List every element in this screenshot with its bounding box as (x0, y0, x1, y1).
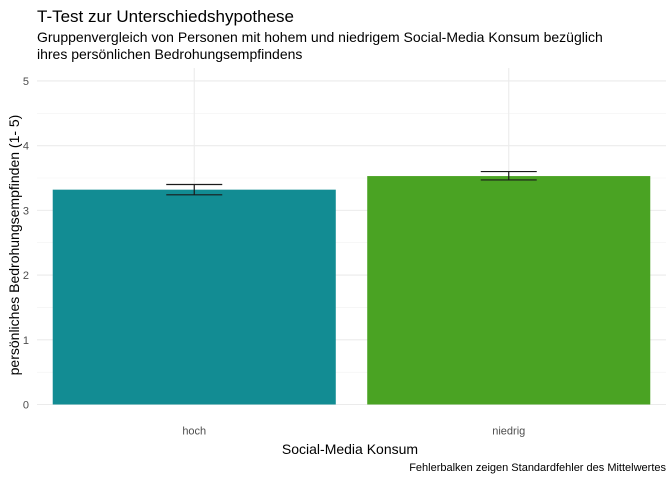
error-bar-niedrig (480, 170, 537, 181)
y-tick-label: 4 (23, 141, 29, 153)
bar-hoch (52, 189, 336, 405)
chart-subtitle-line-2: ihres persönlichen Bedrohungsempfindens (37, 46, 302, 62)
chart-subtitle-line-1: Gruppenvergleich von Personen mit hohem … (37, 29, 603, 45)
x-tick-label: niedrig (492, 426, 525, 438)
chart-title: T-Test zur Unterschiedshypothese (37, 7, 294, 26)
error-bars (166, 170, 537, 196)
y-tick-label: 3 (23, 205, 29, 217)
x-axis-title: Social-Media Konsum (282, 441, 418, 457)
y-axis-title: persönliches Bedrohungsempfinden (1- 5) (6, 115, 22, 376)
x-tick-label: hoch (182, 426, 206, 438)
y-tick-label: 0 (23, 400, 29, 412)
y-tick-label: 2 (23, 270, 29, 282)
y-axis-ticks: 0 1 2 3 4 5 (23, 76, 29, 412)
y-tick-label: 1 (23, 335, 29, 347)
error-bar-hoch (166, 183, 223, 196)
bars (52, 176, 651, 405)
x-axis-ticks: hoch niedrig (182, 426, 525, 438)
bar-niedrig (367, 176, 651, 405)
y-tick-label: 5 (23, 76, 29, 88)
chart-caption: Fehlerbalken zeigen Standardfehler des M… (409, 462, 666, 474)
